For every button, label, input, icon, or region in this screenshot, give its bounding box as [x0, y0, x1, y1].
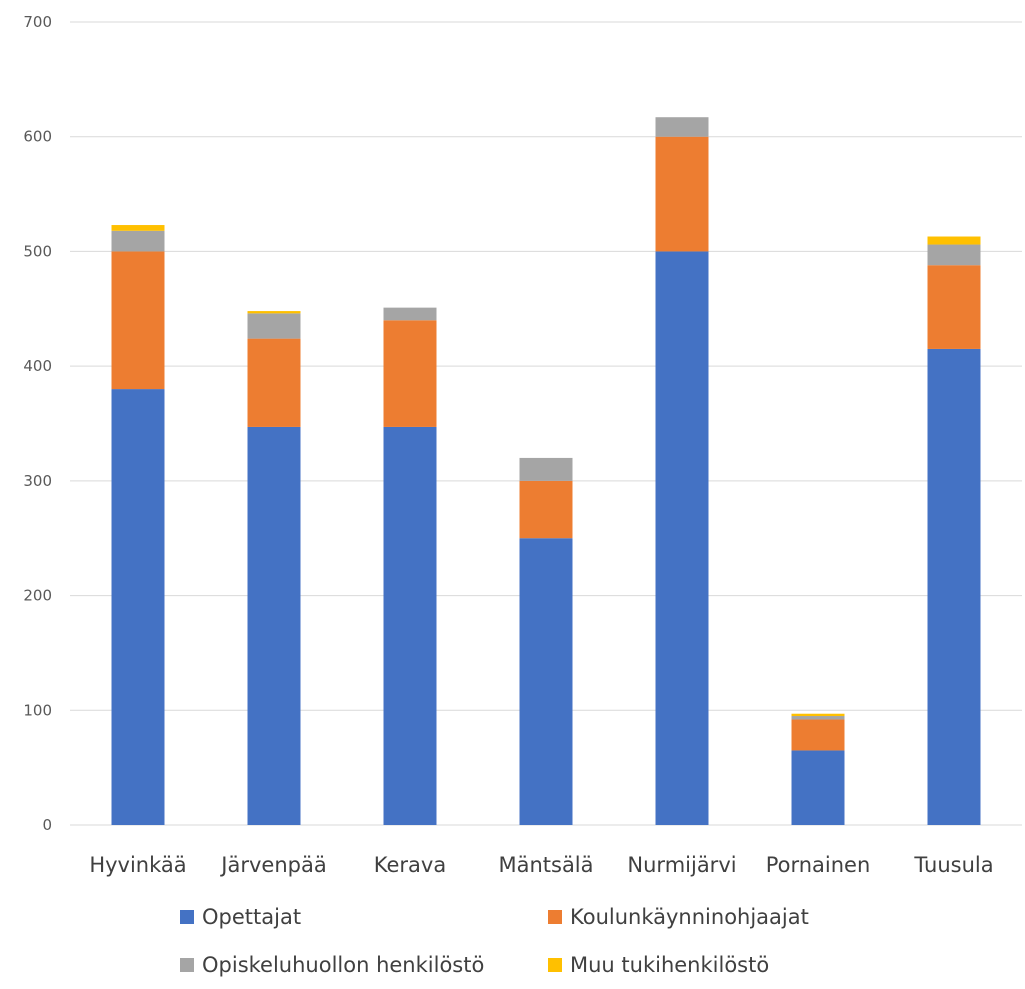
x-category-label: Kerava	[374, 853, 446, 877]
x-category-label: Hyvinkää	[89, 853, 186, 877]
bar-segment	[247, 311, 301, 314]
bar-segment	[111, 251, 165, 390]
y-tick-label: 0	[42, 816, 52, 834]
bar-segment	[655, 117, 709, 137]
bar-segment	[111, 230, 165, 252]
x-category-label: Mäntsälä	[498, 853, 593, 877]
x-category-label: Järvenpää	[219, 853, 326, 877]
y-axis-tick-labels: 0 100 200 300 400 500 600 700	[23, 13, 52, 834]
legend-swatch	[548, 910, 562, 924]
bar-segment	[111, 225, 165, 231]
legend-label: Opettajat	[202, 905, 301, 929]
bar-segment	[927, 244, 981, 266]
bar-segment	[927, 348, 981, 825]
legend: Opettajat Koulunkäynninohjaajat Opiskeluhu…	[180, 905, 809, 977]
bar-segment	[655, 136, 709, 252]
legend-swatch	[548, 958, 562, 972]
y-tick-label: 300	[23, 472, 52, 490]
bar-segment	[791, 713, 845, 717]
y-tick-label: 100	[23, 701, 52, 719]
bar-segment	[247, 338, 301, 427]
bar-segment	[247, 313, 301, 339]
bars	[111, 117, 981, 825]
bar-segment	[791, 719, 845, 751]
legend-label: Koulunkäynninohjaajat	[570, 905, 809, 929]
bar-segment	[383, 320, 437, 427]
bar-segment	[791, 716, 845, 720]
y-tick-label: 500	[23, 242, 52, 260]
legend-swatch	[180, 958, 194, 972]
legend-label: Muu tukihenkilöstö	[570, 953, 769, 977]
bar-segment	[383, 426, 437, 825]
bar-segment	[383, 307, 437, 321]
bar-segment	[519, 538, 573, 825]
x-category-label: Pornainen	[766, 853, 871, 877]
bar-segment	[247, 426, 301, 825]
y-tick-label: 200	[23, 587, 52, 605]
y-tick-label: 400	[23, 357, 52, 375]
y-tick-label: 600	[23, 128, 52, 146]
x-category-label: Nurmijärvi	[627, 853, 736, 877]
bar-segment	[519, 480, 573, 539]
bar-segment	[655, 251, 709, 825]
legend-label: Opiskeluhuollon henkilöstö	[202, 953, 484, 977]
bar-segment	[519, 457, 573, 481]
bar-segment	[111, 389, 165, 825]
bar-segment	[791, 750, 845, 825]
bar-segment	[927, 265, 981, 349]
legend-swatch	[180, 910, 194, 924]
y-tick-label: 700	[23, 13, 52, 31]
x-category-label: Tuusula	[913, 853, 993, 877]
x-axis-category-labels: Hyvinkää Järvenpää Kerava Mäntsälä Nurmijärv…	[89, 853, 993, 877]
bar-segment	[927, 236, 981, 245]
